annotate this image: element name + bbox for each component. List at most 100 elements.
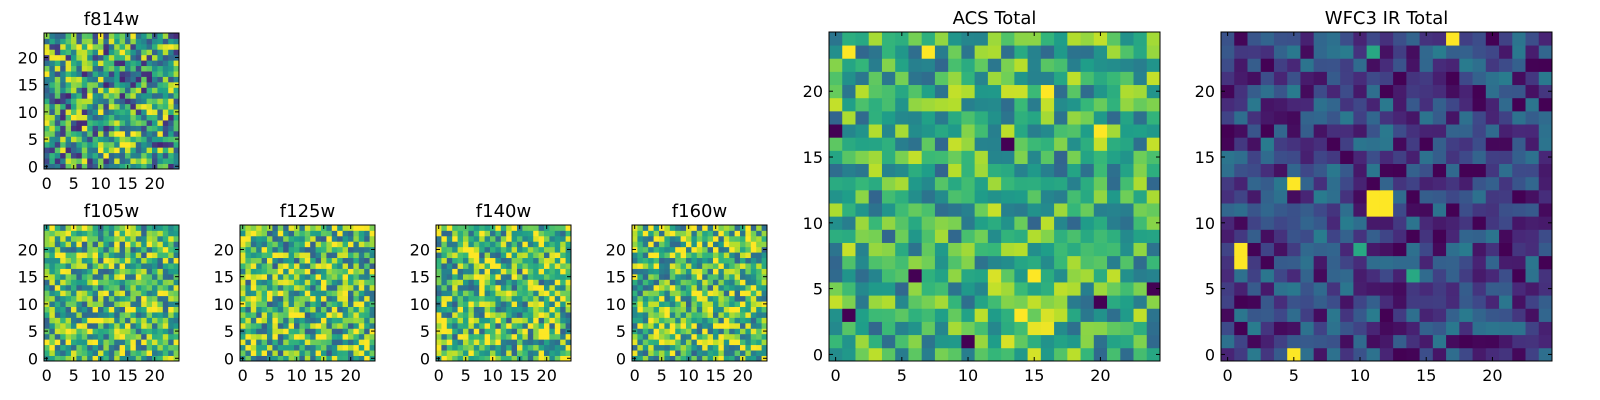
- heatmap-cell: [452, 317, 458, 324]
- heatmap-cell: [1446, 347, 1460, 362]
- heatmap-cell: [267, 317, 273, 324]
- heatmap-cell: [103, 71, 110, 77]
- heatmap-cell: [713, 290, 719, 297]
- heatmap-cell: [119, 158, 126, 164]
- heatmap-cell: [1406, 308, 1420, 322]
- heatmap-cell: [632, 322, 638, 329]
- heatmap-cell: [141, 246, 147, 253]
- heatmap-cell: [921, 255, 936, 270]
- heatmap-cell: [653, 344, 660, 351]
- heatmap-cell: [81, 301, 88, 307]
- heatmap-cell: [500, 322, 507, 329]
- heatmap-cell: [691, 350, 698, 356]
- heatmap-cell: [1146, 84, 1161, 99]
- heatmap-cell: [1432, 189, 1447, 204]
- heatmap-cell: [76, 141, 83, 148]
- heatmap-cell: [125, 284, 131, 291]
- heatmap-cell: [734, 312, 741, 318]
- heatmap-cell: [908, 137, 923, 151]
- heatmap-cell: [337, 290, 343, 297]
- heatmap-cell: [272, 344, 279, 351]
- heatmap-cell: [44, 263, 50, 269]
- heatmap-cell: [707, 290, 714, 297]
- heatmap-cell: [353, 306, 360, 313]
- heatmap-cell: [114, 317, 120, 324]
- heatmap-cell: [103, 279, 110, 286]
- heatmap-cell: [452, 263, 458, 269]
- heatmap-cell: [680, 355, 687, 362]
- heatmap-cell: [457, 230, 464, 237]
- heatmap-cell: [691, 268, 698, 275]
- heatmap-cell: [141, 98, 147, 105]
- heatmap-cell: [659, 230, 665, 237]
- heatmap-cell: [895, 268, 909, 283]
- heatmap-cell: [76, 263, 83, 269]
- heatmap-cell: [495, 290, 502, 297]
- heatmap-cell: [1247, 229, 1262, 243]
- heatmap-cell: [987, 150, 1002, 164]
- heatmap-cell: [637, 235, 644, 242]
- heatmap-cell: [92, 306, 99, 313]
- heatmap-cell: [342, 241, 349, 248]
- heatmap-cell: [135, 114, 142, 121]
- heatmap-cell: [1353, 334, 1368, 349]
- heatmap-cell: [54, 109, 61, 115]
- heatmap-cell: [369, 350, 376, 356]
- heatmap-cell: [283, 295, 289, 302]
- heatmap-cell: [961, 137, 976, 151]
- heatmap-cell: [468, 350, 475, 356]
- heatmap-cell: [527, 235, 534, 242]
- heatmap-cell: [653, 333, 660, 340]
- heatmap-cell: [1313, 71, 1328, 86]
- heatmap-cell: [162, 306, 169, 313]
- heatmap-cell: [961, 45, 976, 59]
- heatmap-cell: [1067, 163, 1081, 178]
- heatmap-cell: [1054, 347, 1068, 362]
- heatmap-cell: [353, 230, 360, 237]
- heatmap-cell: [908, 45, 923, 59]
- heatmap-cell: [240, 339, 246, 346]
- heatmap-cell: [130, 317, 137, 324]
- heatmap-cell: [337, 355, 343, 362]
- heatmap-cell: [1040, 347, 1055, 362]
- heatmap-cell: [114, 339, 120, 346]
- heatmap-cell: [484, 241, 491, 248]
- heatmap-cell: [272, 284, 279, 291]
- heatmap-cell: [1247, 334, 1262, 349]
- heatmap-cell: [522, 235, 529, 242]
- heatmap-cell: [446, 257, 453, 264]
- heatmap-cell: [119, 43, 126, 50]
- heatmap-cell: [353, 317, 360, 324]
- heatmap-cell: [511, 268, 518, 275]
- heatmap-cell: [294, 257, 300, 264]
- heatmap-cell: [168, 147, 174, 154]
- heatmap-cell: [675, 263, 681, 269]
- heatmap-cell: [691, 355, 698, 362]
- heatmap-cell: [141, 81, 147, 88]
- heatmap-cell: [245, 246, 252, 253]
- heatmap-cell: [119, 350, 126, 356]
- heatmap-cell: [1146, 32, 1161, 46]
- heatmap-cell: [98, 87, 104, 94]
- heatmap-cell: [1459, 124, 1473, 138]
- heatmap-cell: [358, 339, 365, 346]
- x-tick-label: 5: [69, 366, 79, 385]
- heatmap-cell: [527, 279, 534, 286]
- heatmap-cell: [157, 81, 164, 88]
- x-tick-label: 5: [897, 366, 907, 385]
- heatmap-cell: [103, 147, 110, 154]
- heatmap-cell: [691, 344, 698, 351]
- heatmap-cell: [135, 273, 142, 280]
- heatmap-cell: [49, 92, 56, 99]
- heatmap-cell: [162, 263, 169, 269]
- heatmap-cell: [315, 257, 322, 264]
- heatmap-cell: [168, 38, 174, 45]
- heatmap-cell: [304, 257, 311, 264]
- heatmap-cell: [987, 216, 1002, 230]
- heatmap-cell: [686, 333, 692, 340]
- heatmap-cell: [92, 152, 99, 159]
- heatmap-cell: [1107, 242, 1121, 257]
- heatmap-cell: [729, 252, 735, 259]
- heatmap-cell: [49, 163, 56, 170]
- heatmap-cell: [533, 328, 539, 335]
